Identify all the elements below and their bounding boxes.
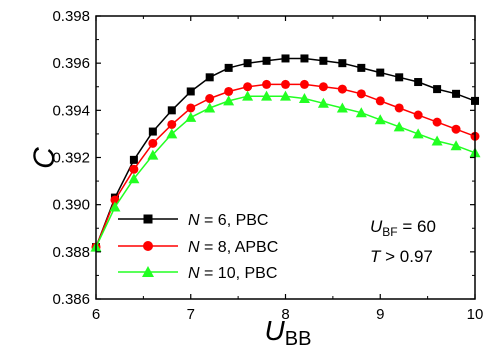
data-point-series-1: [243, 59, 252, 68]
legend-label-2-rest: = 8, APBC: [200, 239, 279, 256]
data-point-series-1: [186, 87, 195, 96]
data-point-series-1: [167, 106, 176, 115]
axis-ticks: 6 7 8 9 10 0.386 0.388 0.390 0.392 0.394 0.396 0.39…: [52, 8, 483, 323]
data-point-series-3: [298, 93, 310, 104]
data-point-series-2: [432, 117, 442, 127]
x-tick-label: 6: [92, 306, 100, 323]
data-point-series-2: [243, 82, 253, 92]
data-point-series-2: [451, 124, 461, 134]
annotation-ubf: UBF = 60: [370, 217, 436, 239]
y-tick-label: 0.392: [52, 150, 90, 167]
legend-entry-1: N = 6, PBC: [118, 212, 268, 229]
data-point-series-2: [337, 84, 347, 94]
data-point-series-1: [205, 73, 214, 82]
data-point-series-1: [452, 89, 461, 98]
data-point-series-3: [450, 140, 462, 151]
data-point-series-2: [262, 79, 272, 89]
y-axis-title: C: [28, 147, 61, 169]
legend-label-3-rest: = 10, PBC: [200, 265, 278, 282]
data-point-series-3: [147, 149, 159, 160]
data-point-series-1: [319, 56, 328, 65]
legend-label-2: N = 8, APBC: [188, 239, 278, 256]
data-point-series-2: [375, 96, 385, 106]
x-axis-title: UBB: [265, 315, 312, 350]
legend-label-1-symbol: N: [188, 212, 200, 229]
data-point-series-1: [395, 73, 404, 82]
data-point-series-3: [317, 97, 329, 108]
data-point-series-1: [357, 63, 366, 72]
legend-marker-square: [143, 214, 153, 224]
annotation-temperature: T > 0.97: [370, 247, 433, 266]
y-tick-label: 0.386: [52, 291, 90, 308]
data-point-series-1: [433, 85, 442, 94]
data-point-series-3: [280, 90, 291, 101]
data-point-series-3: [242, 90, 254, 101]
data-point-series-2: [299, 79, 309, 89]
data-point-series-1: [129, 155, 138, 164]
data-point-series-1: [414, 78, 423, 87]
legend-label-3-symbol: N: [188, 265, 200, 282]
data-point-series-2: [281, 79, 290, 89]
y-tick-label: 0.390: [52, 197, 90, 214]
series-layer: [90, 54, 481, 252]
data-point-series-3: [336, 102, 348, 113]
legend-label-1-rest: = 6, PBC: [200, 212, 269, 229]
data-point-series-3: [223, 95, 235, 106]
data-point-series-3: [393, 121, 405, 132]
data-point-series-2: [148, 138, 158, 148]
data-point-series-1: [262, 56, 271, 65]
legend-entry-2: N = 8, APBC: [118, 239, 278, 256]
annotation-ubf-value: = 60: [398, 217, 436, 236]
legend-entry-3: N = 10, PBC: [118, 265, 277, 282]
data-point-series-1: [148, 127, 157, 136]
data-point-series-3: [431, 135, 443, 146]
data-point-series-2: [205, 94, 215, 104]
legend-label-3: N = 10, PBC: [188, 265, 277, 282]
data-point-series-2: [167, 119, 177, 129]
x-tick-label: 7: [187, 306, 195, 323]
data-point-series-2: [110, 195, 120, 205]
annotation-ubf-symbol: U: [370, 217, 383, 236]
annotation-ubf-subscript: BF: [382, 225, 397, 239]
data-point-series-3: [261, 90, 273, 101]
legend-marker-circle: [143, 241, 153, 251]
legend-label-1: N = 6, PBC: [188, 212, 268, 229]
data-point-series-1: [281, 54, 290, 63]
annotation-temperature-symbol: T: [370, 247, 382, 266]
data-point-series-2: [356, 89, 366, 99]
y-tick-label: 0.398: [52, 8, 90, 25]
x-tick-label: 10: [467, 306, 484, 323]
data-point-series-3: [204, 102, 216, 113]
y-tick-label: 0.394: [52, 102, 90, 119]
data-point-series-3: [355, 107, 367, 118]
data-point-series-1: [224, 63, 233, 72]
data-point-series-3: [128, 173, 140, 184]
data-point-series-2: [224, 86, 234, 96]
data-point-series-2: [318, 82, 328, 92]
y-tick-label: 0.396: [52, 55, 90, 72]
data-point-series-3: [109, 201, 121, 212]
data-point-series-3: [374, 114, 386, 125]
x-tick-label: 9: [376, 306, 384, 323]
data-point-series-3: [185, 111, 197, 122]
annotation-temperature-value: > 0.97: [380, 247, 432, 266]
legend-marker-triangle: [142, 266, 154, 277]
legend: N = 6, PBC N = 8, APBC N = 10, PBC: [118, 212, 278, 282]
data-point-series-1: [376, 68, 385, 77]
data-point-series-1: [338, 59, 347, 68]
data-point-series-2: [129, 164, 139, 174]
data-point-series-3: [166, 128, 178, 139]
data-point-series-3: [412, 128, 424, 139]
legend-label-2-symbol: N: [188, 239, 200, 256]
y-tick-label: 0.388: [52, 244, 90, 261]
data-point-series-2: [186, 103, 196, 113]
x-axis-title-subscript: BB: [285, 328, 312, 350]
data-point-series-1: [300, 54, 309, 63]
x-axis-title-symbol: U: [265, 315, 286, 346]
data-point-series-2: [413, 110, 423, 120]
x-tick-label: 8: [281, 306, 289, 323]
data-point-series-2: [394, 103, 404, 113]
